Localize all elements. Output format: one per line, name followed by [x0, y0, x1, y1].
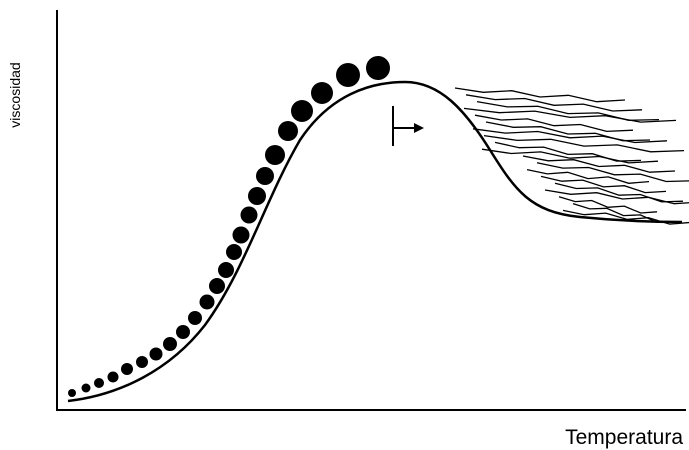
- fiber-strand: [544, 189, 689, 205]
- particle: [121, 363, 133, 375]
- fiber-strand: [536, 162, 689, 183]
- particle: [149, 347, 163, 361]
- particle: [248, 187, 266, 205]
- particle: [94, 378, 104, 388]
- fiber-strand: [483, 134, 685, 153]
- particle: [163, 337, 177, 351]
- particle: [366, 56, 390, 80]
- particle: [218, 262, 234, 278]
- fiber-strand: [474, 114, 634, 133]
- temperature-marker: [392, 106, 424, 146]
- fiber-strand: [454, 87, 626, 103]
- fiber-strand: [472, 128, 668, 144]
- fiber-strand: [526, 168, 650, 184]
- x-axis-label: Temperatura: [565, 426, 683, 449]
- fiber-strand: [562, 209, 689, 225]
- fiber-strand: [494, 141, 642, 162]
- fiber-strand: [463, 107, 677, 123]
- particle: [81, 383, 91, 393]
- fiber-strand: [554, 182, 684, 203]
- fiber-strand: [540, 175, 667, 194]
- particle: [188, 311, 202, 325]
- particle: [136, 356, 148, 368]
- particle: [336, 63, 360, 87]
- particle: [176, 325, 190, 339]
- particle: [311, 82, 333, 104]
- y-axis-label: viscosidad: [7, 62, 23, 127]
- fiber-strands: [454, 87, 689, 225]
- particle: [278, 121, 298, 141]
- particle: [107, 371, 119, 383]
- particle: [240, 206, 258, 224]
- fiber-strand: [572, 202, 675, 223]
- fiber-strand: [465, 94, 643, 112]
- fiber-strand: [481, 148, 659, 164]
- particle: [232, 226, 250, 244]
- fiber-strand: [558, 196, 658, 214]
- particle: [265, 145, 285, 165]
- fiber-strand: [522, 155, 676, 173]
- particle: [291, 100, 313, 122]
- particles: [68, 56, 390, 397]
- particle: [199, 294, 215, 310]
- particle: [68, 389, 76, 397]
- viscosity-curve: [67, 80, 683, 403]
- particle: [226, 244, 242, 260]
- particle: [209, 278, 225, 294]
- marker-arrow-head: [414, 123, 424, 133]
- particle: [256, 167, 274, 185]
